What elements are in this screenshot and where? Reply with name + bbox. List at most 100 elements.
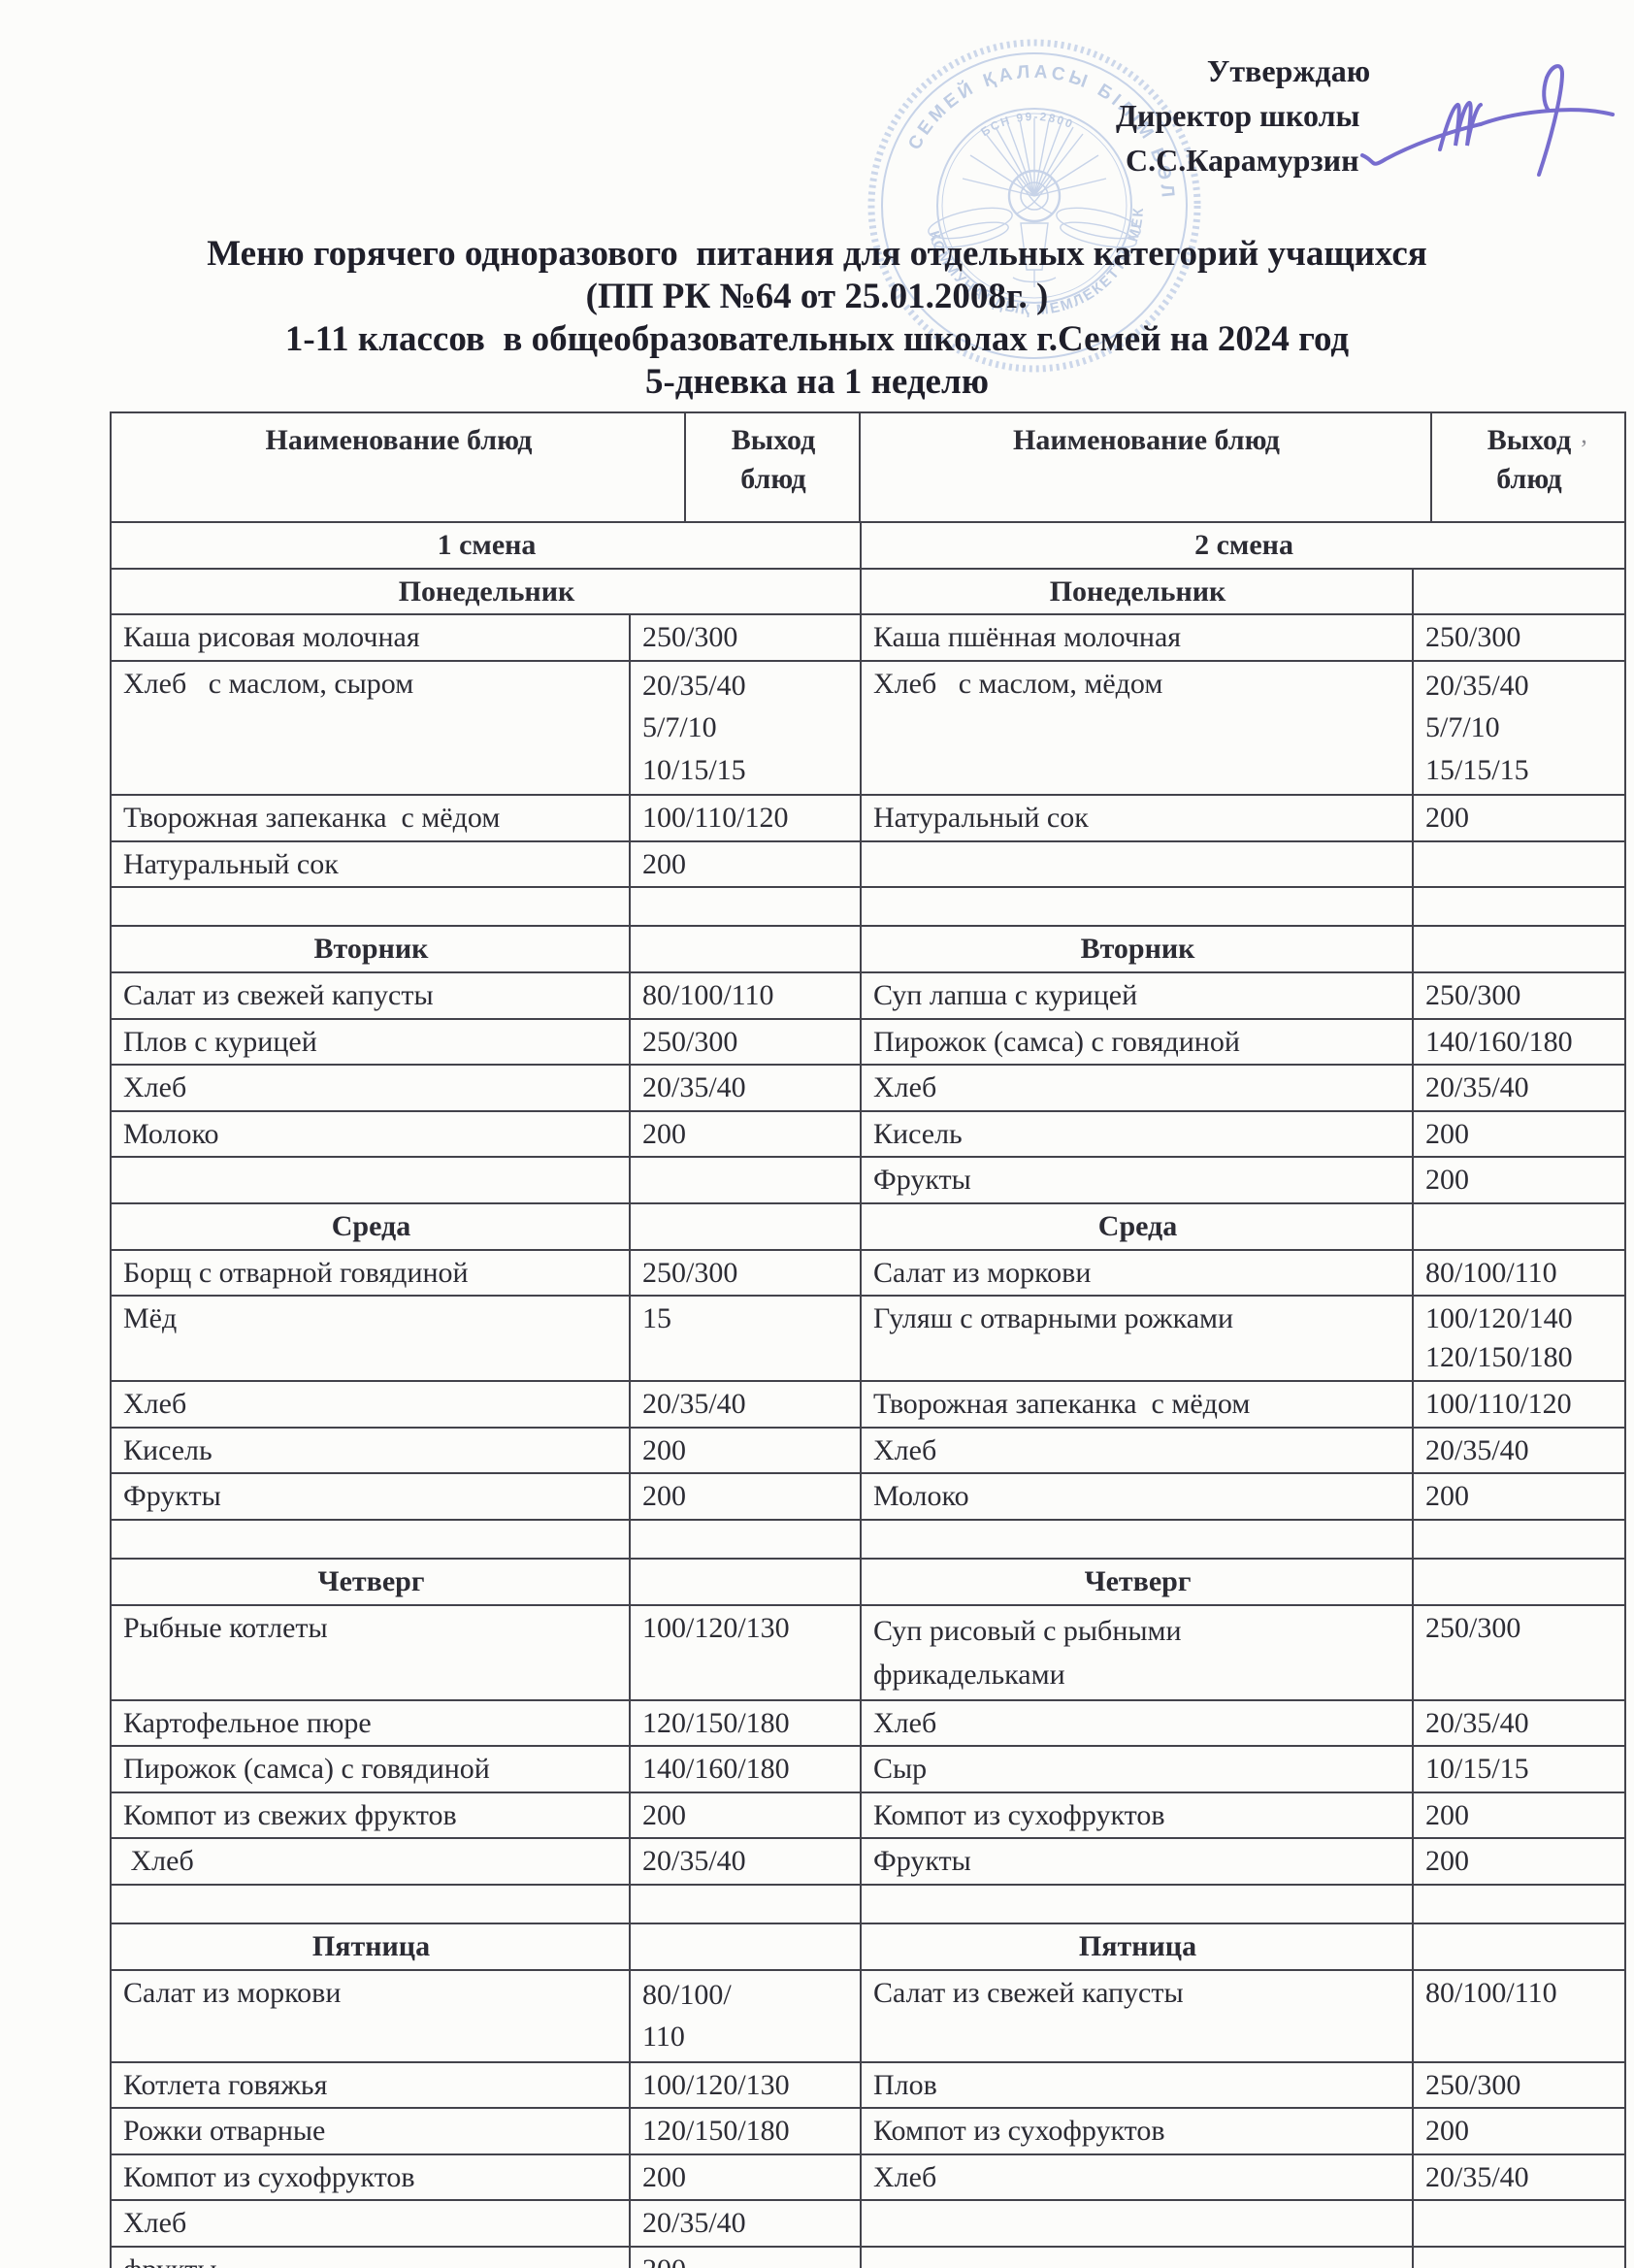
dish-cell: Творожная запеканка с мёдом (110, 794, 631, 842)
dish-cell: Каша пшённая молочная (860, 613, 1415, 662)
column-header-cell: Выход блюд (1430, 411, 1626, 523)
dish-cell: Суп рисовый с рыбными фрикадельками (860, 1603, 1415, 1701)
output-cell: 20/35/40 5/7/10 15/15/15 (1412, 659, 1627, 797)
shift-cell: 1 смена (109, 521, 863, 570)
day-cell: Среда (860, 1202, 1415, 1251)
day-cell: Вторник (110, 925, 631, 974)
empty-cell (628, 1202, 863, 1251)
output-cell: 20/35/40 (628, 1064, 863, 1112)
output-cell: 120/150/180 (628, 1698, 863, 1748)
table-row (110, 1519, 1627, 1560)
output-cell: 20/35/40 (1412, 2153, 1627, 2202)
output-cell: 80/100/ 110 (628, 1968, 863, 2063)
output-cell: 80/100/110 (1412, 1968, 1627, 2063)
output-cell: 200 (1412, 1156, 1627, 1205)
dish-cell: Компот из сухофруктов (860, 2107, 1415, 2155)
dish-cell: Каша рисовая молочная (110, 613, 631, 662)
dish-cell: Хлеб (860, 1064, 1415, 1112)
empty-cell (1412, 886, 1627, 928)
table-row: Хлеб 20/35/40 (110, 2199, 1627, 2248)
dish-cell: Салат из свежей капусты (110, 971, 631, 1020)
table-row: Фрукты 200 Молоко 200 (110, 1472, 1627, 1521)
dish-cell: Хлеб с маслом, мёдом (860, 659, 1415, 797)
day-cell: Пятница (110, 1922, 631, 1971)
table-row: Фрукты 200 (110, 1156, 1627, 1205)
empty-cell (1412, 1883, 1627, 1924)
dish-cell: Фрукты (860, 1156, 1415, 1205)
day-cell: Понедельник (109, 567, 863, 616)
dish-cell: Фрукты (860, 1837, 1415, 1886)
table-row: Натуральный сок 200 (110, 839, 1627, 889)
dish-cell: Хлеб (860, 2153, 1415, 2202)
table-row: Понедельник Понедельник (109, 567, 1627, 616)
table-row: Хлеб 20/35/40 Хлеб 20/35/40 (110, 1064, 1627, 1112)
shift-cell: 2 смена (860, 521, 1627, 570)
table-row: Хлеб 20/35/40 Творожная запеканка с мёдо… (110, 1380, 1627, 1429)
dish-cell: Молоко (860, 1472, 1415, 1521)
output-cell: 140/160/180 (628, 1745, 863, 1793)
table-row: Борщ с отварной говядиной 250/300 Салат … (110, 1248, 1627, 1298)
table-row: Компот из свежих фруктов 200 Компот из с… (110, 1791, 1627, 1840)
day-cell: Четверг (860, 1558, 1415, 1606)
dish-cell: Натуральный сок (110, 839, 631, 889)
dish-cell: Компот из свежих фруктов (110, 1791, 631, 1840)
stamp-emblem (928, 118, 1141, 287)
dish-cell: Хлеб (860, 1426, 1415, 1475)
day-cell: Пятница (860, 1922, 1415, 1971)
dish-cell: Борщ с отварной говядиной (110, 1248, 631, 1298)
title-line-4: 5-дневка на 1 неделю (644, 362, 989, 402)
dish-cell (860, 2199, 1415, 2248)
dish-cell: Картофельное пюре (110, 1698, 631, 1748)
output-cell (1412, 2199, 1627, 2248)
dish-cell: Молоко (110, 1109, 631, 1159)
scan-artifact: ʼ (1580, 435, 1588, 463)
empty-cell (628, 886, 863, 928)
table-row: Четверг Четверг (110, 1558, 1627, 1606)
day-cell: Среда (110, 1202, 631, 1251)
dish-cell (860, 2245, 1415, 2268)
dish-cell: Сыр (860, 1745, 1415, 1793)
table-row: Салат из моркови 80/100/ 110 Салат из св… (110, 1968, 1627, 2063)
output-cell: 10/15/15 (1412, 1745, 1627, 1793)
output-cell: 200 (1412, 1791, 1627, 1840)
empty-cell (628, 1519, 863, 1560)
table-row: Наименование блюд Выход блюд Наименовани… (110, 411, 1626, 523)
table-row (110, 886, 1627, 928)
output-cell: 80/100/110 (628, 971, 863, 1020)
output-cell: 120/150/180 (628, 2107, 863, 2155)
table-row: Рыбные котлеты 100/120/130 Суп рисовый с… (110, 1603, 1627, 1701)
table-row: Каша рисовая молочная 250/300 Каша пшённ… (110, 613, 1627, 662)
dish-cell: Натуральный сок (860, 794, 1415, 842)
day-cell: Вторник (860, 925, 1415, 974)
table-row: Хлеб 20/35/40 Фрукты 200 (110, 1837, 1627, 1886)
table-row: Творожная запеканка с мёдом 100/110/120 … (110, 794, 1627, 842)
column-header-cell: Наименование блюд (859, 411, 1432, 523)
table-row: Мёд 15 Гуляш с отварными рожками 100/120… (110, 1295, 1627, 1383)
output-cell: 250/300 (1412, 971, 1627, 1020)
empty-cell (1412, 1558, 1627, 1606)
dish-cell: Рожки отварные (110, 2107, 631, 2155)
output-cell: 20/35/40 (628, 2199, 863, 2248)
title-line-1: Меню горячего одноразового питания для о… (207, 234, 1427, 274)
dish-cell: Хлеб с маслом, сыром (110, 659, 631, 797)
dish-cell: Пирожок (самса) с говядиной (860, 1017, 1415, 1067)
output-cell: 200 (628, 2245, 863, 2268)
output-cell: 250/300 (1412, 2060, 1627, 2110)
output-cell: 250/300 (1412, 1603, 1627, 1701)
output-cell: 80/100/110 (1412, 1248, 1627, 1298)
menu-table-header: Наименование блюд Выход блюд Наименовани… (110, 411, 1626, 523)
dish-cell: Салат из свежей капусты (860, 1968, 1415, 2063)
output-cell: 100/120/140 120/150/180 (1412, 1295, 1627, 1383)
table-row: Вторник Вторник (110, 925, 1627, 974)
dish-cell: Плов с курицей (110, 1017, 631, 1067)
table-row: 1 смена 2 смена (109, 521, 1627, 570)
signature (1356, 56, 1618, 182)
output-cell: 20/35/40 5/7/10 10/15/15 (628, 659, 863, 797)
output-cell (1412, 2245, 1627, 2268)
empty-cell (1412, 567, 1627, 616)
column-header-cell: Выход блюд (684, 411, 861, 523)
title-line-2: (ПП РК №64 от 25.01.2008г. ) (585, 277, 1049, 316)
table-row: Пятница Пятница (110, 1922, 1627, 1971)
title-line-3: 1-11 классов в общеобразовательных школа… (284, 319, 1350, 359)
